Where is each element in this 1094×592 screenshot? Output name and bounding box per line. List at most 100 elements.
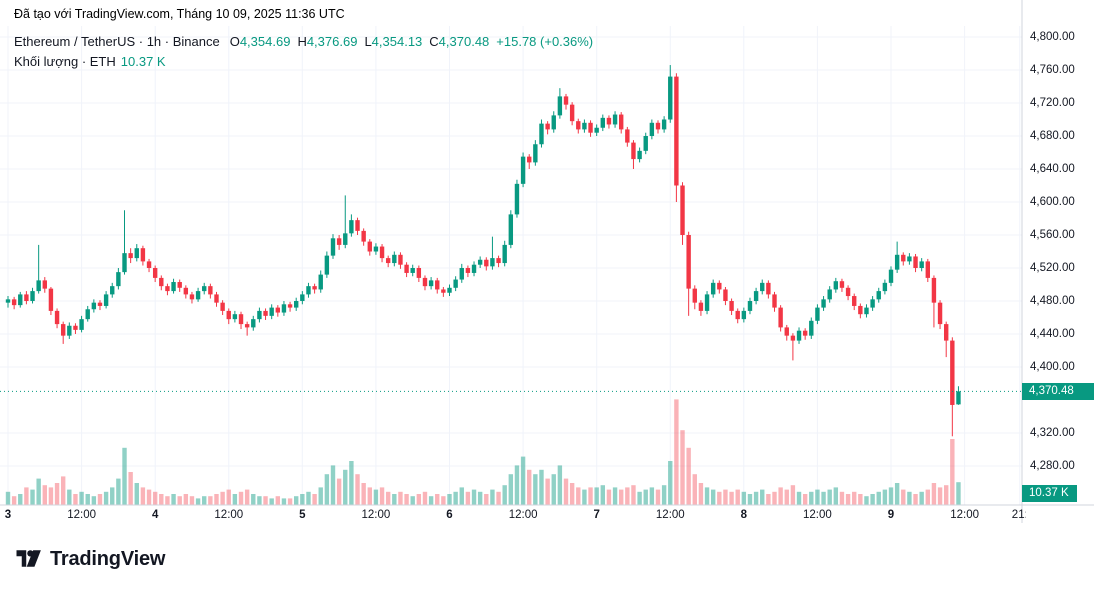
candle-body (594, 127, 599, 133)
candle-body (48, 288, 54, 311)
candle-body (925, 261, 930, 278)
volume-bar (894, 483, 900, 505)
candle-body (165, 286, 170, 292)
candle-body (864, 307, 869, 315)
volume-bar (30, 489, 35, 505)
volume-bar (778, 487, 783, 505)
volume-bar (355, 474, 360, 505)
volume-bar (312, 494, 317, 505)
volume-bar (287, 498, 293, 505)
candle-body (477, 259, 483, 265)
volume-bar (269, 498, 274, 505)
volume-bar (661, 485, 667, 505)
price-tick-label: 4,440.00 (1030, 328, 1075, 340)
candle-body (189, 294, 195, 300)
candle-body (373, 246, 379, 252)
time-tick-label: 4 (151, 509, 159, 521)
candle-body (852, 296, 857, 306)
volume-bar (275, 496, 281, 505)
candle-body (490, 258, 495, 267)
volume-bar (913, 494, 918, 505)
time-axis[interactable]: 3 12:00 4 12:00 5 12:00 6 12:00 7 12:00 8 12:00 9 12:… (0, 0, 1026, 530)
volume-legend[interactable]: Khối lượng · ETH 10.37 K (14, 54, 166, 69)
tradingview-logo[interactable]: TradingView (15, 545, 165, 574)
volume-bar (594, 487, 599, 505)
volume-bar (545, 478, 550, 505)
volume-bar (557, 465, 563, 505)
candle-body (60, 324, 66, 336)
candle-body (103, 294, 109, 306)
volume-bar (686, 447, 691, 505)
candle-body (527, 156, 532, 163)
volume-bar (146, 489, 152, 505)
volume-bar (852, 491, 857, 505)
volume-bar (73, 494, 78, 505)
volume-bar (600, 485, 605, 505)
volume-bar (637, 491, 642, 505)
candle-body (876, 291, 881, 300)
candle-body (257, 310, 262, 320)
volume-bar (251, 494, 256, 505)
volume-bar (619, 489, 624, 505)
volume-bar (747, 494, 753, 505)
volume-bar (710, 489, 716, 505)
volume-bar (122, 447, 127, 505)
candle-body (294, 301, 299, 308)
candle-body (545, 123, 550, 130)
candle-body (514, 183, 520, 215)
volume-bar (48, 487, 54, 505)
candle-body (815, 307, 820, 321)
volume-bar (919, 491, 924, 505)
open-value: 4,354.69 (239, 34, 291, 49)
candle-body (146, 261, 152, 268)
candle-body (484, 259, 489, 267)
candle-body (827, 289, 832, 300)
candle-body (717, 282, 722, 290)
volume-bar (490, 489, 495, 505)
volume-bar (91, 496, 97, 505)
volume-bar (171, 494, 176, 505)
candle-body (882, 282, 888, 292)
candle-body (208, 286, 213, 295)
candle-body (367, 241, 372, 252)
volume-bar (643, 489, 648, 505)
volume-bar (692, 474, 697, 505)
symbol-legend[interactable]: Ethereum / TetherUS · 1h · Binance O4,354… (14, 34, 593, 49)
low-label: L (364, 34, 372, 49)
candlestick-chart[interactable] (0, 0, 1094, 525)
candle-body (361, 230, 366, 242)
candle-body (18, 294, 23, 306)
candle-body (67, 325, 72, 336)
price-axis[interactable]: 4,800.00 4,760.00 4,720.00 4,680.00 4,640.00… (1022, 0, 1094, 525)
high-value: 4,376.69 (306, 34, 358, 49)
volume-bar (655, 489, 661, 505)
open-label: O (229, 34, 240, 49)
close-label: C (429, 34, 439, 49)
volume-bar (410, 496, 415, 505)
volume-bar (539, 469, 544, 505)
volume-bar (649, 487, 655, 505)
volume-bar (343, 469, 348, 505)
candle-body (845, 287, 851, 297)
price-tick-label: 4,760.00 (1030, 64, 1075, 76)
candle-body (404, 264, 409, 273)
volume-bar (36, 478, 41, 505)
volume-bar (563, 478, 569, 505)
volume-bar (668, 461, 673, 505)
candle-body (336, 238, 342, 245)
candle-body (778, 307, 783, 328)
close-value: 4,370.48 (438, 34, 490, 49)
volume-bar (680, 430, 685, 505)
volume-bar (318, 487, 323, 505)
candle-body (349, 220, 354, 234)
candle-body (772, 294, 777, 308)
candle-body (710, 282, 716, 295)
volume-bar (202, 496, 207, 505)
price-tick-label: 4,680.00 (1030, 130, 1075, 142)
candle-body (802, 330, 808, 336)
high-label: H (297, 34, 307, 49)
volume-value: 10.37 K (120, 54, 166, 69)
candle-body (214, 294, 219, 303)
candle-body (110, 286, 115, 295)
candle-body (447, 287, 452, 293)
